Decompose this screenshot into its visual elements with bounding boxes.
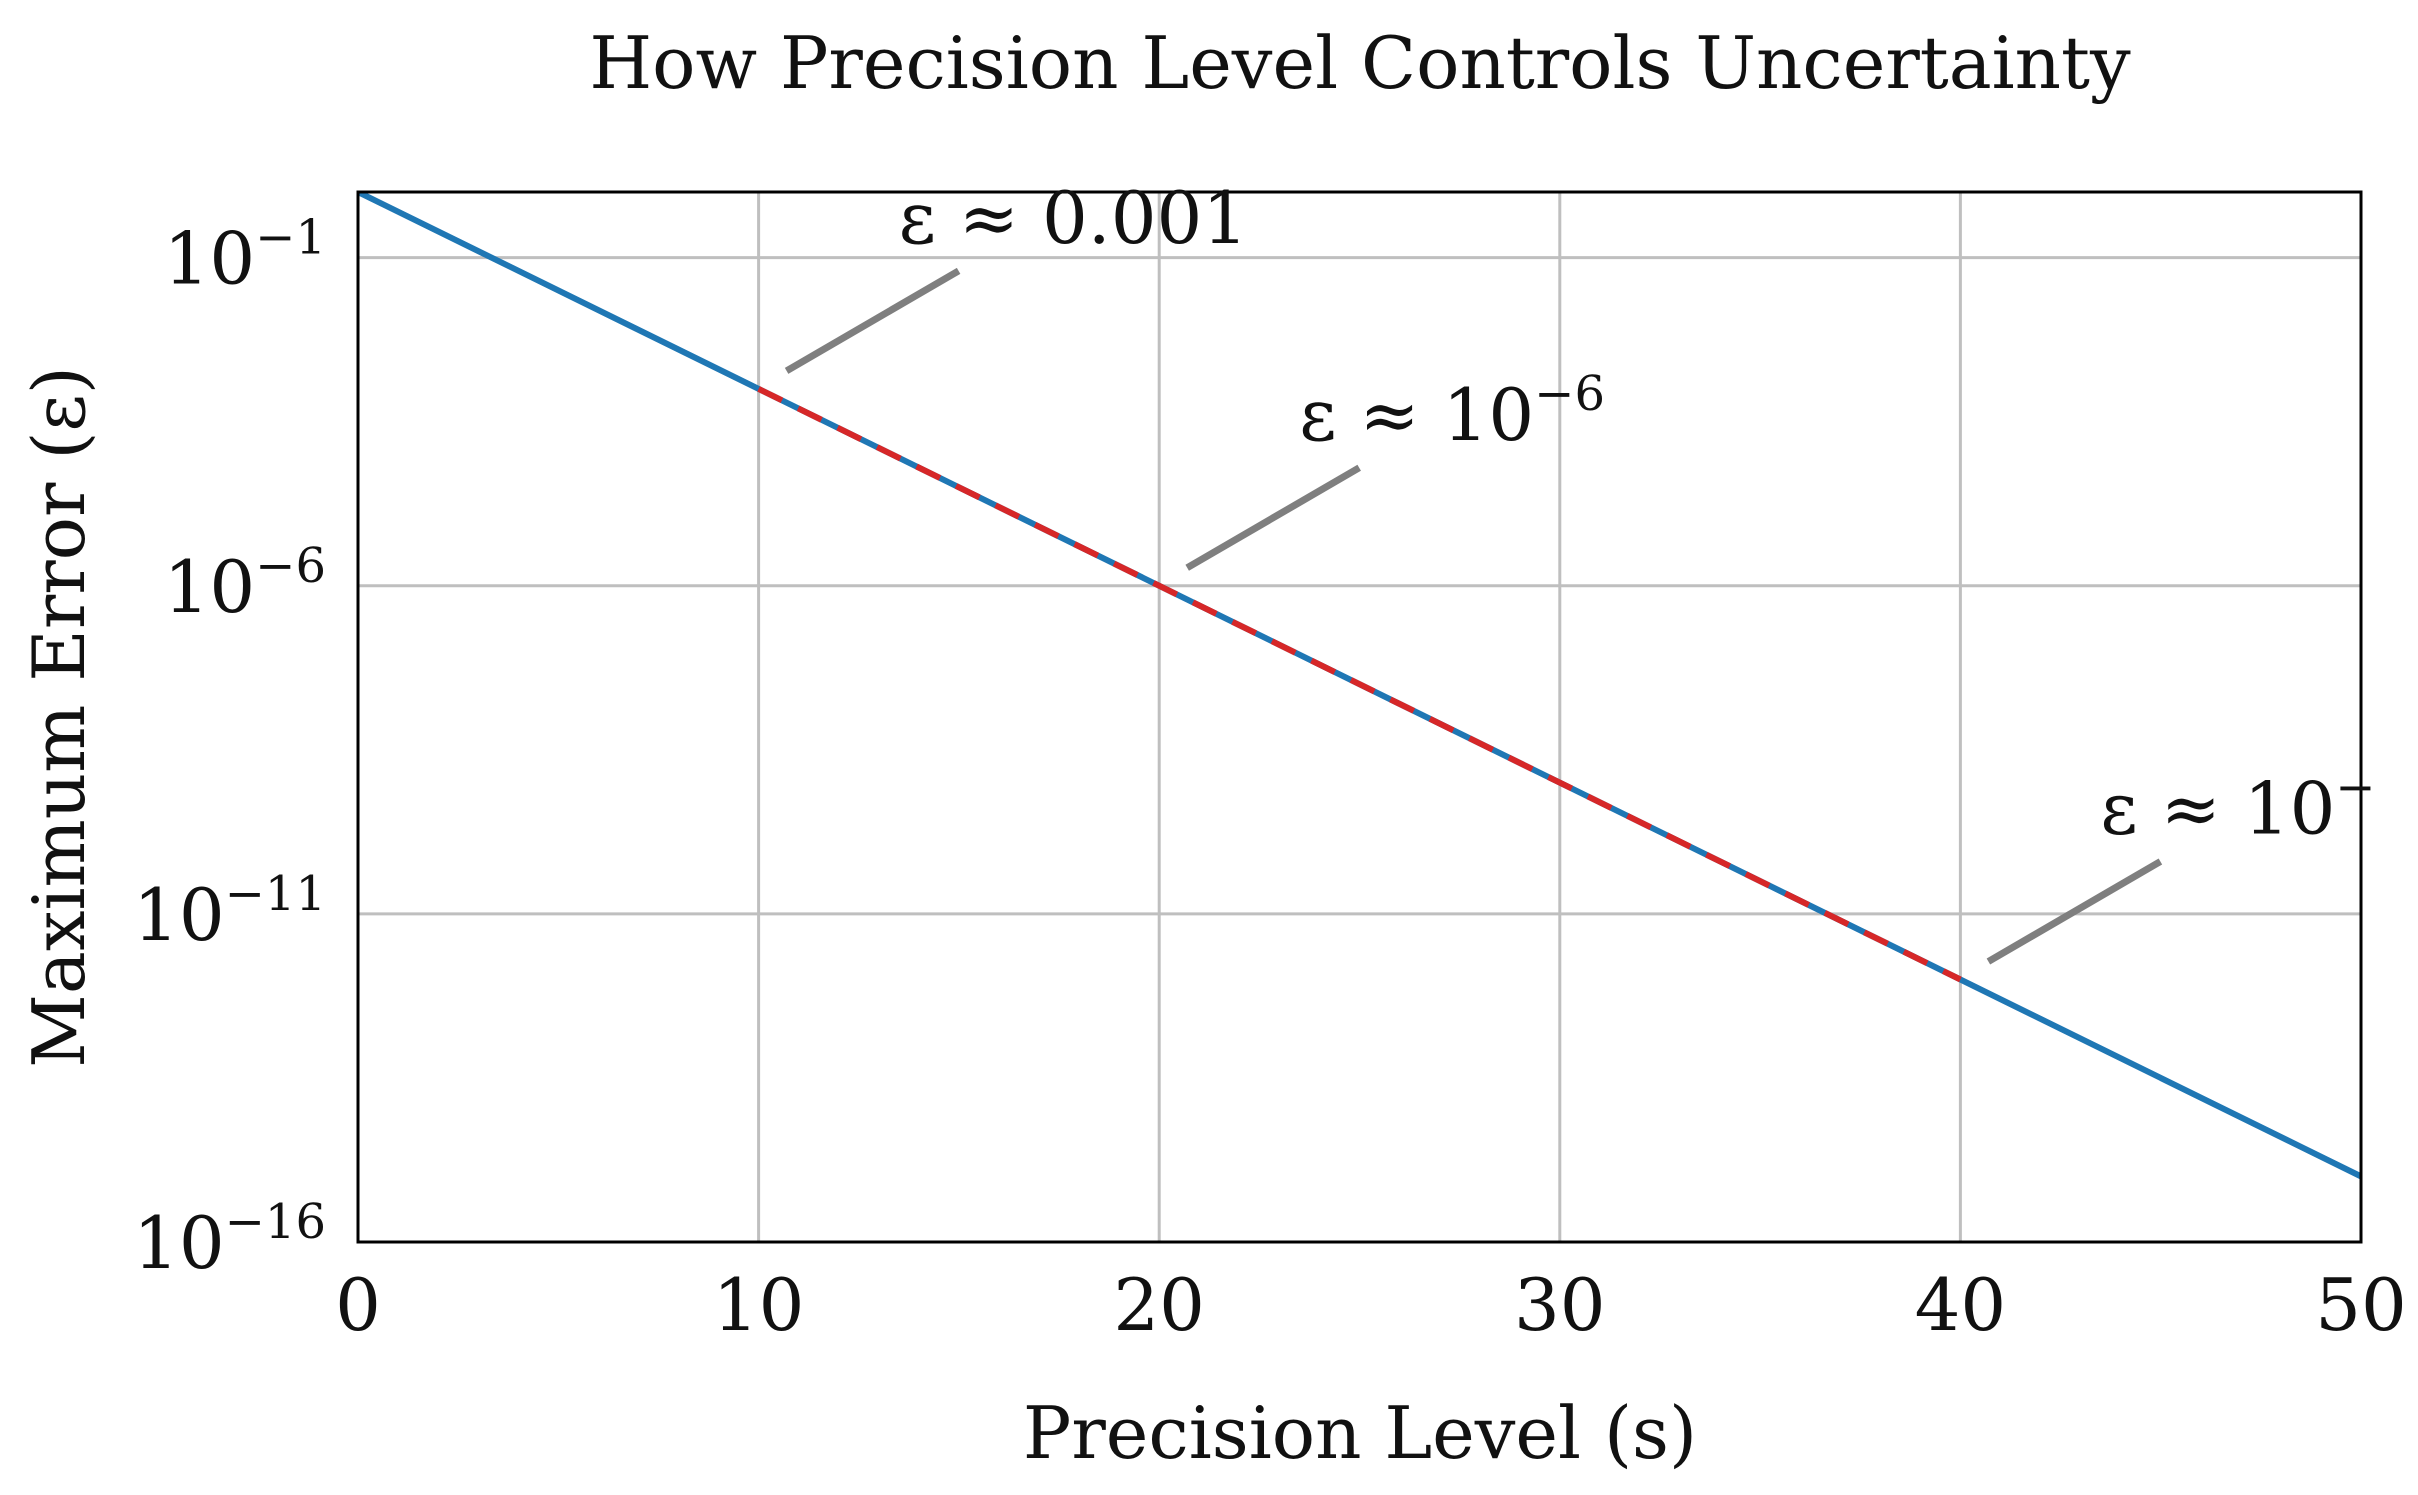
annotation-label: ε ≈ 10−: [2100, 760, 2375, 851]
x-axis-label: Precision Level (s): [1023, 1391, 1697, 1475]
annotation-arrow: [784, 267, 961, 374]
y-axis-label: Maximum Error (ε): [17, 366, 101, 1068]
x-tick-label: 0: [335, 1263, 381, 1347]
x-tick-label: 30: [1514, 1263, 1606, 1347]
highlight-dashed-line: [757, 386, 1962, 983]
x-tick-label: 10: [713, 1263, 805, 1347]
grid: [358, 192, 2361, 1242]
y-tick-label: 10−1: [164, 210, 326, 301]
annotation-arrow: [1185, 464, 1361, 571]
x-tick-label: 50: [2315, 1263, 2407, 1347]
x-tick-label: 40: [1915, 1263, 2007, 1347]
annotation-exponent: −6: [1534, 366, 1605, 422]
annotation-arrow: [1986, 858, 2163, 965]
y-tick-label: 10−6: [164, 538, 326, 629]
annotation-exponent: −: [2335, 760, 2375, 816]
y-tick-label: 10−16: [133, 1194, 326, 1285]
chart-title: How Precision Level Controls Uncertainty: [589, 21, 2131, 105]
y-tick-label: 10−11: [133, 866, 326, 957]
plot-frame: [356, 190, 2363, 1244]
annotation-label: ε ≈ 0.001: [899, 176, 1249, 260]
x-tick-label: 20: [1113, 1263, 1205, 1347]
